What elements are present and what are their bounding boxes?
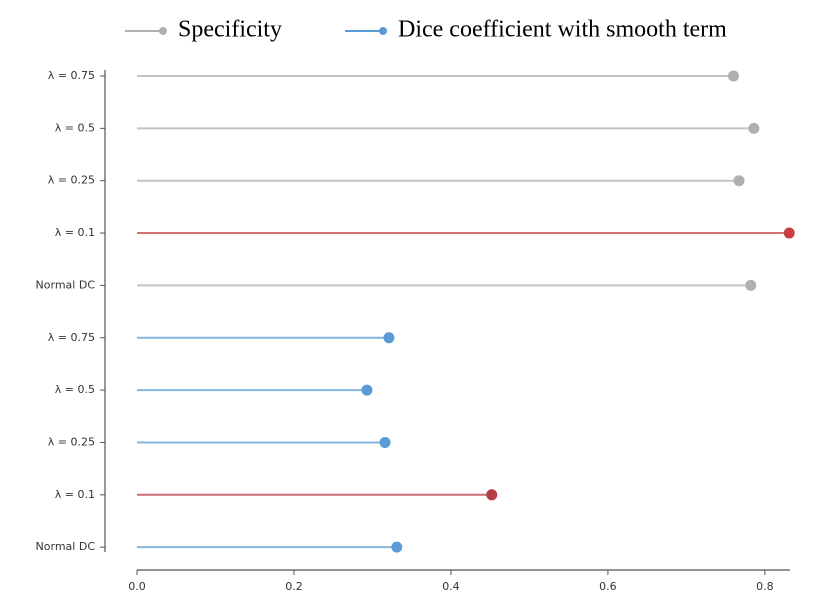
legend-marker bbox=[159, 27, 167, 35]
dot bbox=[745, 279, 757, 291]
legend-label: Specificity bbox=[178, 17, 282, 43]
y-tick-label: Normal DC bbox=[36, 278, 96, 291]
dot bbox=[748, 122, 760, 134]
y-tick-label: λ = 0.75 bbox=[48, 331, 95, 344]
x-tick-label: 0.8 bbox=[756, 580, 774, 593]
y-tick-label: λ = 0.5 bbox=[55, 383, 95, 396]
y-tick-label: λ = 0.25 bbox=[48, 435, 95, 448]
y-tick-label: λ = 0.25 bbox=[48, 174, 95, 187]
dot bbox=[361, 384, 373, 396]
dot bbox=[727, 70, 739, 82]
x-tick-label: 0.6 bbox=[599, 580, 617, 593]
y-tick-label: λ = 0.1 bbox=[55, 488, 95, 501]
x-tick-label: 0.2 bbox=[285, 580, 303, 593]
dot bbox=[783, 227, 795, 239]
y-tick-label: λ = 0.75 bbox=[48, 69, 95, 82]
y-tick-label: Normal DC bbox=[36, 540, 96, 553]
dot bbox=[379, 436, 391, 448]
dot bbox=[486, 489, 498, 501]
x-tick-label: 0.4 bbox=[442, 580, 460, 593]
x-tick-label: 0.0 bbox=[128, 580, 146, 593]
y-tick-label: λ = 0.1 bbox=[55, 226, 95, 239]
y-tick-label: λ = 0.5 bbox=[55, 121, 95, 134]
dot bbox=[733, 175, 745, 187]
legend-label: Dice coefficient with smooth term bbox=[398, 17, 727, 43]
dot bbox=[391, 541, 403, 553]
dot bbox=[383, 332, 395, 344]
legend-marker bbox=[379, 27, 387, 35]
